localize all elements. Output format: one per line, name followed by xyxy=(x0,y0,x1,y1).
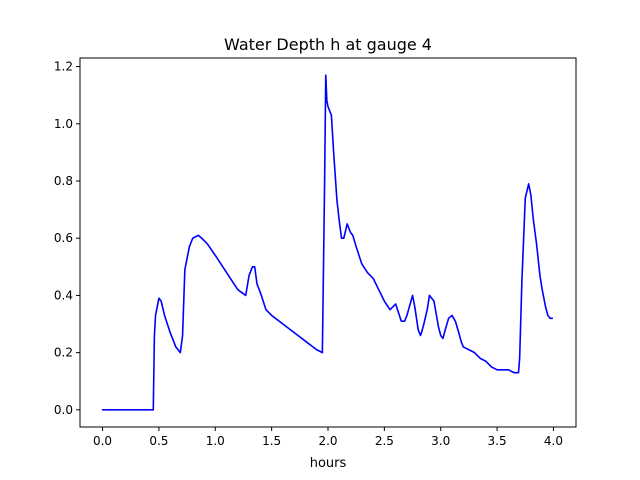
x-tick-label: 1.5 xyxy=(262,434,281,448)
series-layer xyxy=(101,74,554,411)
x-tick-label: 3.0 xyxy=(431,434,450,448)
x-axis: 0.0 0.5 1.0 1.5 2.0 2.5 3.0 3.5 4.0 xyxy=(93,427,563,448)
chart-title: Water Depth h at gauge 4 xyxy=(224,35,432,54)
y-tick-label: 1.2 xyxy=(54,60,73,74)
x-tick-label: 0.5 xyxy=(149,434,168,448)
x-tick-label: 3.5 xyxy=(488,434,507,448)
y-tick-label: 0.0 xyxy=(54,403,73,417)
x-axis-label: hours xyxy=(310,456,347,471)
x-tick-label: 2.0 xyxy=(318,434,337,448)
series-line xyxy=(101,74,554,411)
y-axis: 0.0 0.2 0.4 0.6 0.8 1.0 1.2 xyxy=(54,60,80,417)
y-tick-label: 0.6 xyxy=(54,231,73,245)
x-tick-label: 1.0 xyxy=(206,434,225,448)
y-tick-label: 1.0 xyxy=(54,117,73,131)
y-tick-label: 0.2 xyxy=(54,346,73,360)
y-tick-label: 0.4 xyxy=(54,288,73,302)
x-tick-label: 0.0 xyxy=(93,434,112,448)
y-tick-label: 0.8 xyxy=(54,174,73,188)
x-tick-label: 2.5 xyxy=(375,434,394,448)
x-tick-label: 4.0 xyxy=(544,434,563,448)
